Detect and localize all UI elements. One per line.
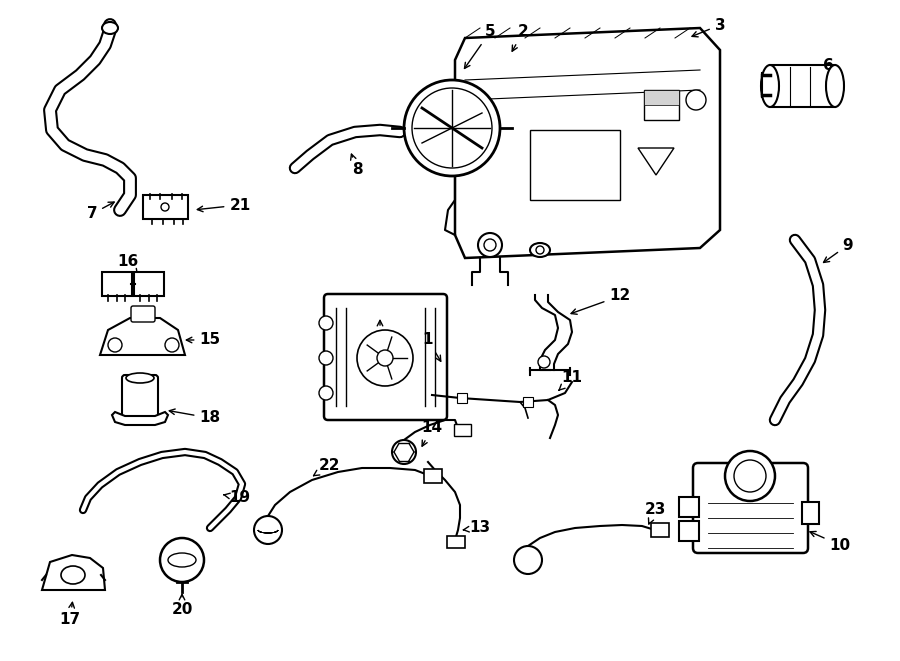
Text: 4: 4 [408,100,425,116]
Circle shape [165,338,179,352]
FancyBboxPatch shape [131,306,155,322]
Circle shape [357,330,413,386]
Circle shape [404,80,500,176]
Circle shape [319,351,333,365]
Circle shape [734,460,766,492]
FancyBboxPatch shape [324,294,447,420]
FancyBboxPatch shape [679,521,699,541]
FancyBboxPatch shape [457,393,467,403]
Text: 1: 1 [423,332,441,362]
FancyBboxPatch shape [693,463,808,553]
Text: 21: 21 [197,198,250,212]
Text: 22: 22 [313,457,341,476]
Ellipse shape [686,90,706,110]
Polygon shape [42,555,105,590]
Circle shape [412,88,492,168]
Circle shape [319,386,333,400]
Ellipse shape [61,566,85,584]
Ellipse shape [761,65,779,107]
Circle shape [725,451,775,501]
Text: 10: 10 [810,531,850,553]
Text: 2: 2 [512,24,528,52]
FancyBboxPatch shape [454,424,471,436]
Circle shape [538,356,550,368]
Circle shape [478,233,502,257]
Ellipse shape [530,243,550,257]
Circle shape [536,246,544,254]
Text: 18: 18 [169,409,220,426]
FancyBboxPatch shape [523,397,533,407]
FancyBboxPatch shape [770,65,835,107]
Text: 14: 14 [421,420,443,446]
Text: 6: 6 [823,58,842,77]
Text: 3: 3 [692,17,725,37]
Ellipse shape [168,553,196,567]
Text: 16: 16 [117,254,139,275]
Polygon shape [455,28,720,258]
FancyBboxPatch shape [447,536,465,548]
Text: 20: 20 [171,594,193,617]
FancyBboxPatch shape [644,90,679,105]
Circle shape [254,516,282,544]
Text: 19: 19 [224,490,250,506]
FancyBboxPatch shape [424,469,442,483]
Text: 12: 12 [572,288,631,314]
Polygon shape [100,318,185,355]
Text: 7: 7 [86,202,114,221]
Circle shape [514,546,542,574]
Polygon shape [638,148,674,175]
Circle shape [160,538,204,582]
Ellipse shape [826,65,844,107]
FancyBboxPatch shape [134,272,164,296]
Circle shape [319,316,333,330]
Text: 15: 15 [186,332,220,348]
Text: 11: 11 [559,371,582,391]
FancyBboxPatch shape [644,90,679,120]
FancyBboxPatch shape [143,195,188,219]
Circle shape [108,338,122,352]
Text: 5: 5 [464,24,495,69]
FancyBboxPatch shape [679,497,699,517]
Text: 8: 8 [351,154,363,178]
Text: 23: 23 [644,502,666,524]
FancyBboxPatch shape [651,523,669,537]
FancyBboxPatch shape [802,502,819,524]
FancyBboxPatch shape [122,375,158,419]
Circle shape [161,203,169,211]
FancyBboxPatch shape [102,272,132,296]
Ellipse shape [102,22,118,34]
Polygon shape [112,412,168,425]
Circle shape [392,440,416,464]
Text: 13: 13 [464,520,490,535]
Circle shape [484,239,496,251]
Text: 17: 17 [59,602,81,627]
Ellipse shape [126,373,154,383]
FancyBboxPatch shape [530,130,620,200]
Circle shape [377,350,393,366]
Text: 9: 9 [824,237,853,262]
